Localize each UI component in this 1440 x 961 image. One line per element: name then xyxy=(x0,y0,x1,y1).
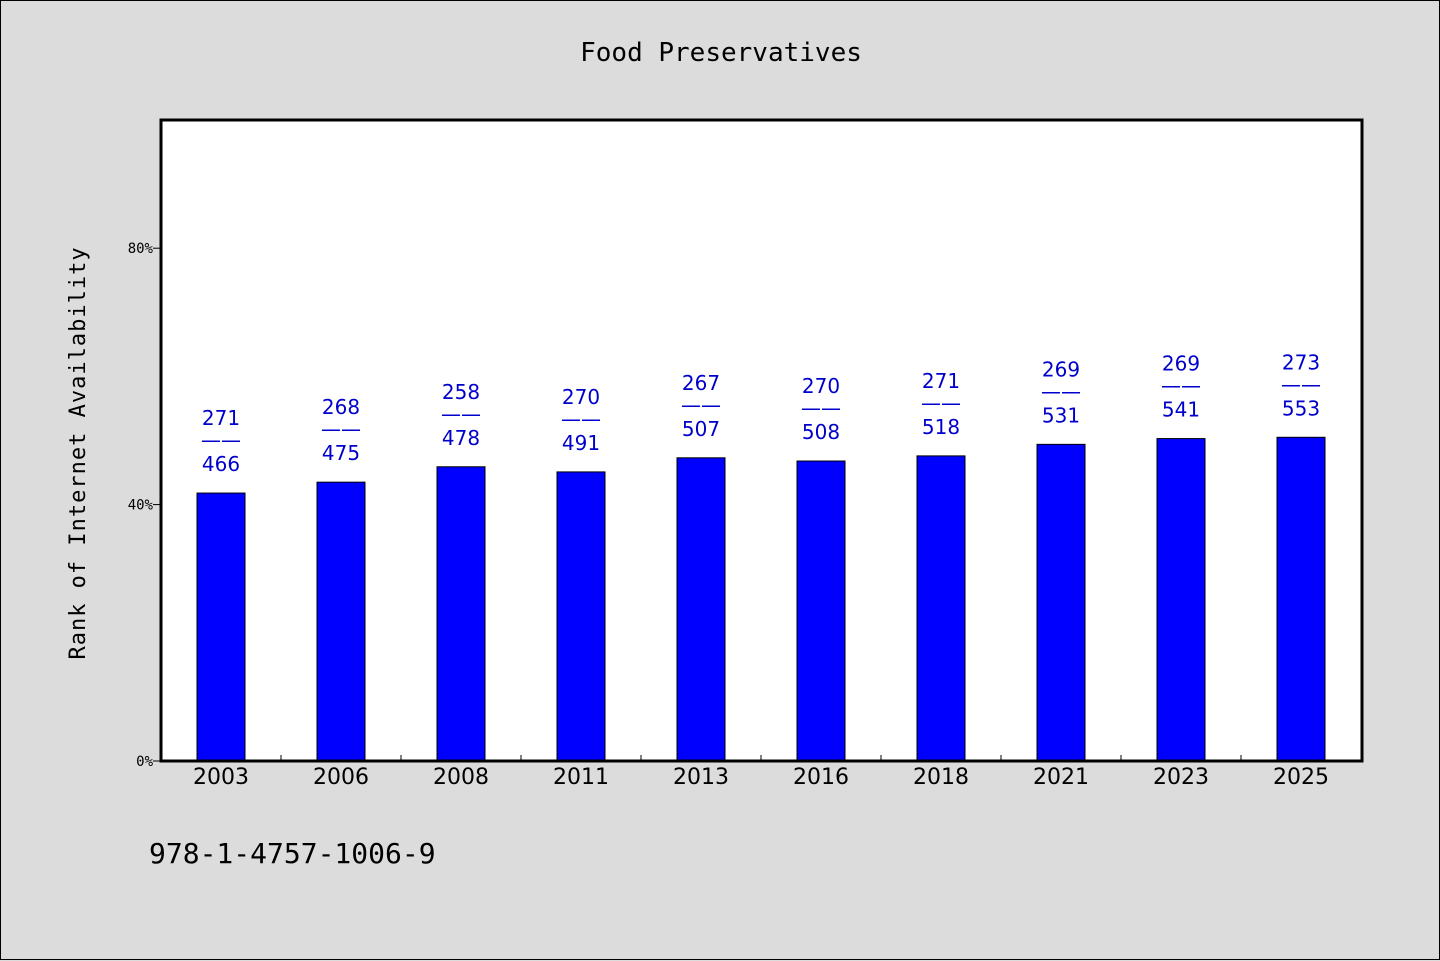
x-tick-label-2016: 2016 xyxy=(793,765,849,790)
bar-2016 xyxy=(796,460,846,762)
bar-2006 xyxy=(316,481,366,762)
data-label-top-2006: 268 xyxy=(322,395,360,419)
x-tick-label-2003: 2003 xyxy=(193,765,249,790)
bar-2013 xyxy=(676,457,726,762)
x-tick-label-2023: 2023 xyxy=(1153,765,1209,790)
chart-title: Food Preservatives xyxy=(580,38,862,68)
data-label-bottom-2018: 518 xyxy=(922,415,960,439)
data-label-top-2008: 258 xyxy=(442,380,480,404)
data-label-separator-2023: —— xyxy=(1161,374,1201,398)
bar-2003 xyxy=(196,492,246,762)
x-tick-label-2006: 2006 xyxy=(313,765,369,790)
data-label-separator-2016: —— xyxy=(801,396,841,420)
y-tick-label-0: 0% xyxy=(136,754,153,770)
data-label-separator-2006: —— xyxy=(321,417,361,441)
data-label-bottom-2023: 541 xyxy=(1162,398,1200,422)
bar-2025 xyxy=(1276,436,1326,762)
data-label-bottom-2016: 508 xyxy=(802,420,840,444)
bar-2023 xyxy=(1156,438,1206,762)
x-tick-label-2025: 2025 xyxy=(1273,765,1329,790)
data-label-top-2021: 269 xyxy=(1042,357,1080,381)
data-label-top-2025: 273 xyxy=(1282,350,1320,374)
bar-2008 xyxy=(436,466,486,762)
data-label-bottom-2025: 553 xyxy=(1282,396,1320,420)
x-tick-label-2011: 2011 xyxy=(553,765,609,790)
data-label-bottom-2013: 507 xyxy=(682,417,720,441)
bar-2018 xyxy=(916,455,966,762)
data-label-top-2003: 271 xyxy=(202,406,240,430)
data-label-bottom-2003: 466 xyxy=(202,452,240,476)
data-labels-group: 271——466268——475258——478270——491267——507… xyxy=(201,350,1321,476)
data-label-top-2016: 270 xyxy=(802,374,840,398)
data-label-bottom-2008: 478 xyxy=(442,426,480,450)
data-label-bottom-2006: 475 xyxy=(322,441,360,465)
data-label-separator-2018: —— xyxy=(921,391,961,415)
x-tick-label-2021: 2021 xyxy=(1033,765,1089,790)
data-label-top-2018: 271 xyxy=(922,369,960,393)
data-label-bottom-2021: 531 xyxy=(1042,403,1080,427)
bar-2021 xyxy=(1036,443,1086,762)
y-axis-label: Rank of Internet Availability xyxy=(66,246,91,659)
data-label-separator-2025: —— xyxy=(1281,372,1321,396)
data-label-top-2023: 269 xyxy=(1162,352,1200,376)
bars-group xyxy=(196,436,1326,762)
data-label-separator-2021: —— xyxy=(1041,379,1081,403)
data-label-bottom-2011: 491 xyxy=(562,431,600,455)
x-tick-label-2013: 2013 xyxy=(673,765,729,790)
data-label-top-2011: 270 xyxy=(562,385,600,409)
y-tick-label-80: 80% xyxy=(128,241,154,257)
data-label-top-2013: 267 xyxy=(682,371,720,395)
data-label-separator-2013: —— xyxy=(681,393,721,417)
data-label-separator-2011: —— xyxy=(561,407,601,431)
data-label-separator-2003: —— xyxy=(201,428,241,452)
bar-2011 xyxy=(556,471,606,762)
plot-border xyxy=(159,118,1364,763)
x-tick-label-2018: 2018 xyxy=(913,765,969,790)
data-label-separator-2008: —— xyxy=(441,402,481,426)
x-tick-label-2008: 2008 xyxy=(433,765,489,790)
y-tick-label-40: 40% xyxy=(128,498,154,514)
footer-isbn: 978-1-4757-1006-9 xyxy=(149,837,436,870)
ticks-group: 2003 2006 2008 2011 2013 2016 2018 2021 2023 2025… xyxy=(128,241,1329,790)
